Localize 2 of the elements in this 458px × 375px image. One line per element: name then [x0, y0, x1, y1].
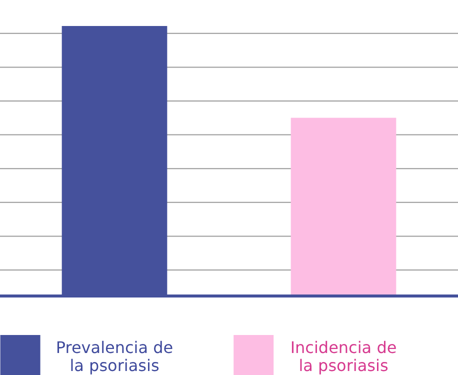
x-tick-label: Prevalencia de la psoriasis	[56, 338, 174, 375]
x-tick-label: Incidencia de la psoriasis	[290, 338, 397, 375]
